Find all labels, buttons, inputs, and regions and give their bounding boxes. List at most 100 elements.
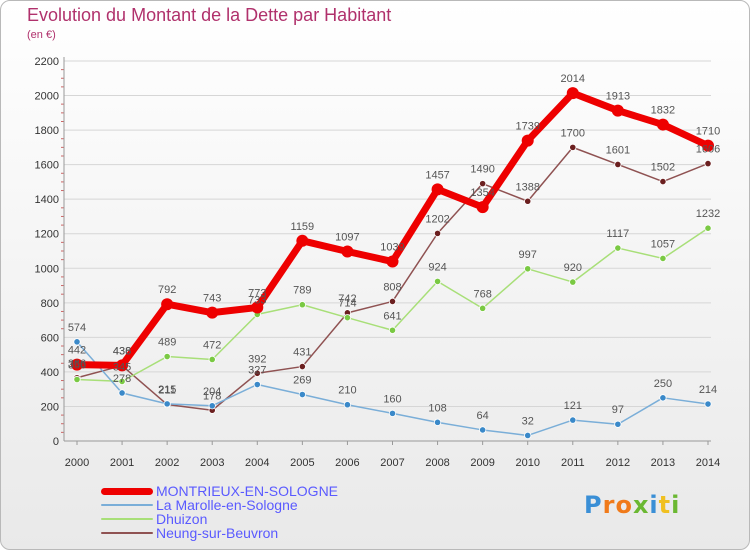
data-point (116, 359, 129, 372)
data-label: 345 (113, 361, 131, 373)
data-label: 431 (293, 347, 311, 359)
x-tick-label: 2001 (110, 457, 134, 469)
x-tick-label: 2008 (425, 457, 449, 469)
data-point (659, 394, 667, 402)
data-label: 97 (612, 404, 624, 416)
y-tick-label: 200 (41, 401, 59, 413)
logo-letter: x (632, 491, 650, 519)
data-point (702, 139, 714, 152)
data-label: 789 (293, 285, 311, 297)
data-label: 1159 (291, 221, 315, 233)
x-tick-label: 2004 (245, 457, 269, 469)
data-point (296, 234, 309, 247)
data-label: 211 (158, 385, 176, 397)
data-point (704, 224, 712, 232)
data-point (611, 104, 624, 117)
y-tick-label: 1400 (35, 194, 59, 206)
legend-label: Dhuizon (156, 511, 208, 527)
data-label: 160 (383, 393, 401, 405)
data-label: 250 (654, 378, 672, 390)
logo-letter: i (649, 491, 659, 519)
data-point (386, 255, 399, 268)
data-label: 1601 (606, 144, 630, 156)
x-tick-label: 2010 (515, 457, 539, 469)
legend-label: La Marolle-en-Sologne (156, 497, 298, 513)
data-label: 773 (248, 287, 266, 299)
data-label: 1739 (515, 121, 539, 133)
x-tick-label: 2012 (606, 457, 630, 469)
data-label: 1232 (696, 208, 720, 220)
y-tick-label: 1200 (35, 229, 59, 241)
data-point (479, 426, 487, 434)
data-point (433, 277, 442, 285)
data-point (298, 362, 306, 371)
data-label: 1502 (651, 162, 675, 174)
data-label: 327 (248, 365, 266, 377)
data-label: 1117 (606, 228, 629, 240)
data-label: 924 (428, 261, 446, 273)
data-point (476, 201, 489, 214)
data-point (524, 265, 532, 273)
data-point (479, 304, 487, 312)
data-label: 920 (564, 262, 582, 274)
data-point (659, 254, 667, 263)
legend-label: MONTRIEUX-EN-SOLOGNE (156, 483, 339, 499)
data-point (569, 278, 577, 286)
data-point (659, 177, 667, 186)
data-point (343, 401, 352, 409)
data-point (118, 389, 126, 397)
y-tick-label: 600 (41, 332, 59, 344)
data-label: 64 (477, 410, 489, 422)
data-point (388, 297, 397, 306)
legend-swatch (101, 532, 153, 534)
data-point (521, 134, 534, 147)
data-label: 121 (564, 400, 582, 412)
data-point (431, 183, 444, 196)
data-label: 1700 (561, 127, 585, 139)
data-label: 32 (522, 415, 534, 427)
logo-letter: r (602, 491, 616, 519)
x-tick-label: 2014 (696, 457, 720, 469)
data-point (569, 143, 577, 151)
data-label: 743 (203, 293, 221, 305)
data-label: 1388 (515, 181, 539, 193)
data-label: 436 (113, 346, 131, 358)
data-label: 178 (203, 390, 221, 402)
legend-swatch (101, 518, 153, 520)
data-point (73, 375, 81, 384)
data-label: 1039 (380, 242, 404, 254)
data-point (161, 298, 174, 311)
data-label: 792 (158, 284, 176, 296)
data-point (524, 197, 532, 205)
logo-letter: P (584, 491, 603, 519)
data-point (479, 180, 487, 188)
chart-subtitle: (en €) (27, 29, 56, 41)
data-point (298, 390, 306, 399)
data-point (253, 380, 261, 389)
data-point (614, 420, 622, 428)
data-label: 1097 (335, 232, 359, 244)
brand-logo: Proxiti (584, 491, 680, 519)
data-label: 1710 (696, 126, 720, 138)
x-tick-label: 2002 (155, 457, 179, 469)
y-tick-label: 1800 (35, 125, 59, 137)
data-label: 356 (68, 360, 86, 372)
data-point (298, 301, 306, 309)
legend-swatch (101, 487, 153, 495)
data-label: 641 (383, 310, 401, 322)
logo-letter: o (615, 491, 633, 519)
y-tick-label: 400 (41, 367, 59, 379)
x-tick-label: 2011 (561, 457, 585, 469)
data-label: 768 (473, 288, 491, 300)
data-point (566, 87, 579, 100)
data-label: 808 (383, 281, 401, 293)
data-label: 269 (293, 375, 311, 387)
data-point (388, 326, 397, 334)
data-point (524, 431, 532, 440)
x-tick-label: 2007 (380, 457, 404, 469)
data-point (163, 400, 171, 408)
data-point (208, 355, 216, 364)
x-tick-label: 2000 (65, 457, 89, 469)
